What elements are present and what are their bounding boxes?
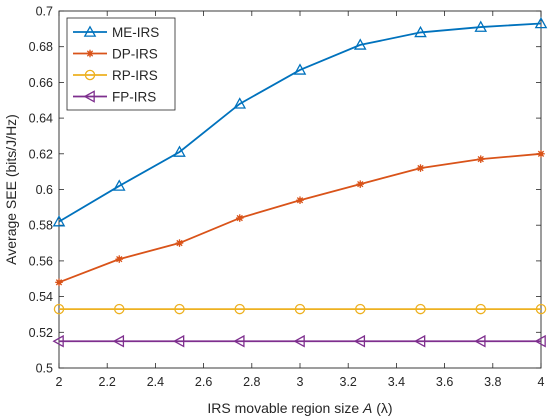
y-tick-label: 0.56: [29, 254, 53, 268]
marker-core: [237, 215, 242, 221]
y-tick-label: 0.6: [36, 183, 53, 197]
data-point-rp-irs: [415, 303, 426, 315]
data-point-me-irs: [414, 25, 427, 38]
data-point-dp-irs: [55, 278, 63, 287]
series-dp-irs: [55, 150, 545, 287]
data-point-rp-irs: [294, 303, 306, 315]
marker-core: [297, 198, 303, 203]
data-point-rp-irs: [174, 303, 185, 315]
x-tick-label: 3: [297, 375, 304, 389]
y-axis-label: Average SEE (bits/J/Hz): [3, 114, 19, 265]
series-fp-irs: [52, 334, 546, 348]
x-tick-label: 3.8: [484, 375, 501, 389]
marker-core: [538, 151, 544, 156]
x-tick-label: 3.6: [436, 375, 453, 389]
data-point-me-irs: [474, 20, 488, 32]
y-tick-label: 0.66: [29, 76, 53, 90]
data-point-dp-irs: [175, 239, 184, 247]
marker-core: [117, 256, 122, 262]
legend-box: [66, 17, 176, 111]
x-axis-label: IRS movable region size A (λ): [207, 400, 392, 416]
data-point-dp-irs: [416, 164, 425, 172]
legend-label-me-irs: ME-IRS: [112, 25, 159, 40]
data-point-fp-irs: [474, 334, 486, 348]
legend-label-dp-irs: DP-IRS: [112, 47, 158, 62]
legend-label-rp-irs: RP-IRS: [112, 68, 158, 83]
legend-label-fp-irs: FP-IRS: [112, 90, 156, 105]
data-point-fp-irs: [413, 334, 426, 348]
data-point-me-irs: [52, 215, 66, 227]
data-point-me-irs: [112, 179, 126, 191]
x-tick-label: 2.2: [99, 375, 116, 389]
data-point-me-irs: [534, 16, 548, 29]
legend-marker-dp-irs: [86, 49, 94, 58]
y-tick-label: 0.52: [29, 326, 53, 340]
y-tick-label: 0.54: [29, 290, 53, 304]
data-point-dp-irs: [537, 150, 545, 158]
series-rp-irs: [53, 303, 547, 315]
data-point-me-irs: [233, 97, 247, 109]
series-me-irs: [52, 16, 548, 227]
legend-marker-rp-irs: [84, 69, 96, 81]
data-point-dp-irs: [296, 196, 304, 205]
data-point-rp-irs: [234, 303, 245, 315]
x-tick-label: 2: [56, 375, 63, 389]
data-point-fp-irs: [534, 334, 546, 348]
x-tick-label: 3.2: [340, 375, 357, 389]
x-tick-label: 3.4: [388, 375, 405, 389]
data-point-dp-irs: [476, 155, 485, 163]
y-tick-label: 0.5: [36, 362, 53, 376]
y-tick-label: 0.68: [29, 40, 53, 54]
marker-core: [478, 156, 483, 162]
data-point-dp-irs: [235, 214, 244, 222]
data-point-fp-irs: [52, 334, 64, 348]
y-tick-label: 0.62: [29, 147, 53, 161]
data-point-rp-irs: [53, 303, 65, 315]
data-point-me-irs: [173, 145, 186, 157]
data-point-fp-irs: [353, 334, 366, 348]
legend: ME-IRS DP-IRS RP-IRS FP-IRS: [66, 17, 176, 111]
y-tick-label: 0.58: [29, 219, 53, 233]
legend-marker-me-irs: [83, 25, 97, 37]
data-point-me-irs: [293, 63, 307, 75]
data-point-dp-irs: [356, 180, 365, 188]
data-point-rp-irs: [354, 303, 366, 315]
data-point-rp-irs: [475, 303, 486, 315]
series-line-me-irs: [58, 22, 542, 223]
series-layer: [52, 16, 548, 348]
data-point-fp-irs: [112, 334, 125, 348]
data-point-fp-irs: [172, 334, 185, 348]
x-tick-label: 2.8: [243, 375, 260, 389]
data-point-dp-irs: [115, 255, 124, 263]
data-point-fp-irs: [233, 334, 245, 348]
plot-frame: [58, 10, 542, 369]
marker-core: [56, 280, 62, 285]
data-point-rp-irs: [114, 303, 125, 315]
x-tick-label: 2.4: [147, 375, 164, 389]
marker-core: [87, 51, 93, 56]
data-point-fp-irs: [293, 334, 305, 348]
legend-marker-fp-irs: [83, 90, 95, 103]
y-tick-label: 0.7: [36, 5, 53, 19]
marker-core: [177, 240, 182, 246]
marker-core: [418, 165, 423, 171]
y-tick-label: 0.64: [29, 112, 53, 126]
data-point-rp-irs: [535, 303, 547, 315]
x-tick-label: 4: [538, 375, 545, 389]
data-point-me-irs: [353, 38, 367, 50]
marker-core: [358, 181, 363, 187]
x-tick-label: 2.6: [195, 375, 212, 389]
